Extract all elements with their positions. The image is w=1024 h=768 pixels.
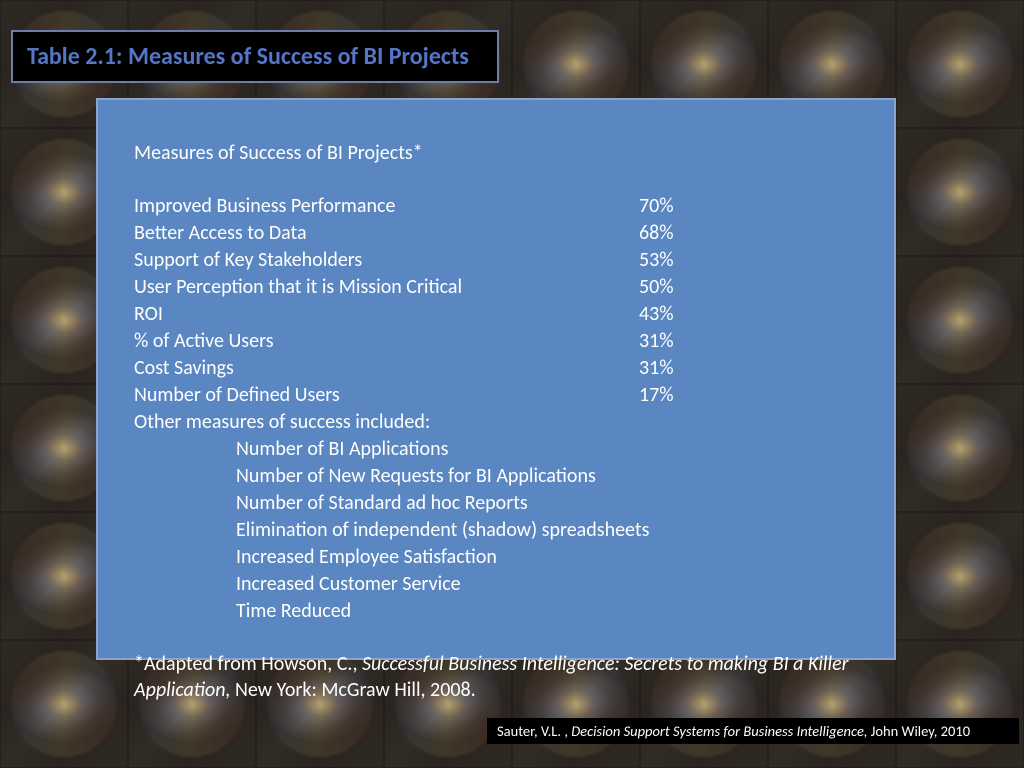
measure-label: Number of Defined Users: [134, 382, 639, 409]
measures-list: Improved Business Performance70%Better A…: [134, 193, 858, 409]
measure-value: 70%: [639, 193, 674, 220]
other-measures-list: Number of BI ApplicationsNumber of New R…: [134, 436, 858, 625]
measure-label: % of Active Users: [134, 328, 639, 355]
measure-value: 68%: [639, 220, 674, 247]
measure-label: Improved Business Performance: [134, 193, 639, 220]
measure-row: % of Active Users31%: [134, 328, 858, 355]
measure-row: Number of Defined Users17%: [134, 382, 858, 409]
measure-row: Better Access to Data68%: [134, 220, 858, 247]
footnote-suffix: New York: McGraw Hill, 2008.: [235, 678, 476, 702]
measure-row: ROI43%: [134, 301, 858, 328]
footnote: *Adapted from Howson, C., Successful Bus…: [134, 651, 858, 703]
measure-value: 31%: [639, 328, 674, 355]
measure-value: 50%: [639, 274, 674, 301]
citation-prefix: Sauter, V.L. ,: [497, 722, 571, 740]
slide-title: Table 2.1: Measures of Success of BI Pro…: [27, 42, 469, 71]
other-measure-item: Number of Standard ad hoc Reports: [134, 490, 858, 517]
measure-label: Cost Savings: [134, 355, 639, 382]
measure-value: 53%: [639, 247, 674, 274]
content-box: Measures of Success of BI Projects* Impr…: [96, 98, 896, 660]
measure-row: User Perception that it is Mission Criti…: [134, 274, 858, 301]
other-measure-item: Number of BI Applications: [134, 436, 858, 463]
title-bar: Table 2.1: Measures of Success of BI Pro…: [11, 30, 499, 83]
measure-label: ROI: [134, 301, 639, 328]
content-heading: Measures of Success of BI Projects*: [134, 140, 858, 167]
measure-value: 43%: [639, 301, 674, 328]
other-measure-item: Elimination of independent (shadow) spre…: [134, 517, 858, 544]
measure-value: 31%: [639, 355, 674, 382]
measure-label: User Perception that it is Mission Criti…: [134, 274, 639, 301]
citation-italic: Decision Support Systems for Business In…: [571, 722, 871, 740]
other-measure-item: Increased Customer Service: [134, 571, 858, 598]
other-measures-heading: Other measures of success included:: [134, 409, 858, 436]
citation-bar: Sauter, V.L. , Decision Support Systems …: [487, 718, 1019, 744]
footnote-prefix: *Adapted from Howson, C.,: [134, 652, 362, 676]
citation-suffix: John Wiley, 2010: [871, 722, 970, 740]
other-measure-item: Number of New Requests for BI Applicatio…: [134, 463, 858, 490]
measure-row: Improved Business Performance70%: [134, 193, 858, 220]
measure-row: Support of Key Stakeholders53%: [134, 247, 858, 274]
other-measure-item: Increased Employee Satisfaction: [134, 544, 858, 571]
measure-value: 17%: [639, 382, 674, 409]
measure-label: Support of Key Stakeholders: [134, 247, 639, 274]
measure-label: Better Access to Data: [134, 220, 639, 247]
other-measure-item: Time Reduced: [134, 598, 858, 625]
measure-row: Cost Savings31%: [134, 355, 858, 382]
